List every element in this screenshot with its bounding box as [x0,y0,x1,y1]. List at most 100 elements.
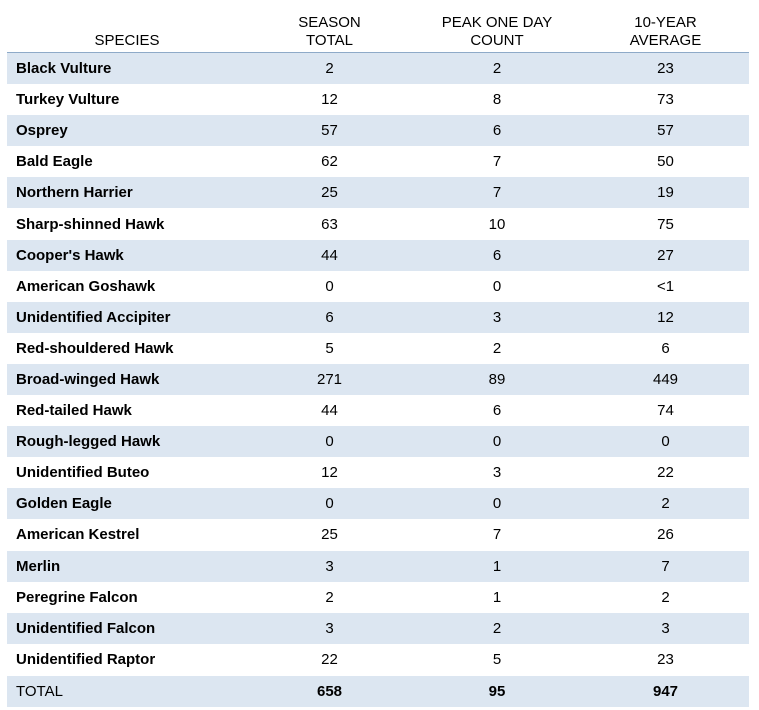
number-cell: 0 [582,426,749,458]
number-cell: 449 [582,363,749,396]
number-cell: 2 [325,588,334,606]
species-cell: Red-tailed Hawk [16,402,132,420]
table-wrap: SPECIES SEASON TOTAL PEAK ONE DAY COUNT … [7,10,749,707]
table-row: Broad-winged Hawk 271 89 449 [7,363,749,396]
species-cell: Sharp-shinned Hawk [16,215,165,233]
number-cell: 22 [657,464,674,482]
number-cell: 0 [412,488,582,520]
table-row: Unidentified Raptor 22 5 23 [7,644,749,676]
table-row: Unidentified Falcon 3 2 3 [7,612,749,644]
header-cell: PEAK ONE DAY COUNT [412,10,582,53]
number-cell: 271 [247,363,412,396]
number-cell: 25 [247,177,412,209]
number-cell: 0 [247,488,412,520]
number-cell: 3 [247,612,412,644]
number-cell: 44 [321,402,338,420]
number-cell: 44 [247,239,412,271]
header-text: SEASON TOTAL [298,14,361,49]
number-cell: 50 [657,153,674,171]
number-cell: 6 [661,339,670,357]
table-row: Bald Eagle 62 7 50 [7,146,749,177]
number-cell: 73 [657,91,674,109]
species-cell: Golden Eagle [7,488,247,520]
number-cell: 2 [412,612,582,644]
table-row: Golden Eagle 0 0 2 [7,488,749,520]
header-cell: SEASON TOTAL [247,10,412,53]
number-cell: 7 [412,177,582,209]
number-cell: 3 [247,550,412,582]
table-row: Northern Harrier 25 7 19 [7,177,749,209]
header-cell: SPECIES [7,10,247,53]
number-cell: 2 [661,588,670,606]
species-cell: Turkey Vulture [16,91,120,109]
header-text: PEAK ONE DAY COUNT [441,14,553,49]
number-cell: 2 [492,339,502,357]
number-cell: 0 [325,277,334,295]
species-cell: Bald Eagle [16,153,93,171]
species-cell: Peregrine Falcon [16,588,138,606]
species-cell: Unidentified Accipiter [7,301,247,333]
table-row: Rough-legged Hawk 0 0 0 [7,426,749,458]
number-cell: 25 [321,526,338,544]
species-cell: Unidentified Raptor [16,650,156,668]
number-cell: 12 [321,464,338,482]
number-cell: 0 [247,426,412,458]
table-row: Cooper's Hawk 44 6 27 [7,239,749,271]
number-cell: 63 [321,215,338,233]
number-cell: <1 [656,277,675,295]
number-cell: 6 [412,115,582,147]
number-cell: 6 [492,402,502,420]
number-cell: 0 [412,426,582,458]
number-cell: 27 [582,239,749,271]
header-row: SPECIES SEASON TOTAL PEAK ONE DAY COUNT … [7,10,749,53]
table-row: Sharp-shinned Hawk 63 10 75 [7,208,749,239]
number-cell: 658 [247,674,412,707]
number-cell: 7 [492,153,502,171]
table-row: Unidentified Buteo 12 3 22 [7,457,749,488]
number-cell: 5 [325,339,334,357]
table-row: Merlin 3 1 7 [7,550,749,582]
number-cell: 26 [657,526,674,544]
number-cell: 7 [492,526,502,544]
table-row: Red-tailed Hawk 44 6 74 [7,395,749,426]
number-cell: 23 [582,52,749,85]
species-cell: Cooper's Hawk [7,239,247,271]
table-body: Black Vulture 2 2 23 Turkey Vulture 12 8 73 Ospr… [7,52,749,707]
number-cell: 0 [492,277,502,295]
species-cell: Unidentified Buteo [16,464,150,482]
number-cell: 12 [321,91,338,109]
header-cell: 10-YEAR AVERAGE [582,10,749,53]
number-cell: 19 [582,177,749,209]
number-cell: 89 [412,363,582,396]
number-cell: 2 [412,52,582,85]
raptor-table: SPECIES SEASON TOTAL PEAK ONE DAY COUNT … [7,10,749,707]
table-row: American Goshawk 0 0 <1 [7,271,749,302]
number-cell: 7 [582,550,749,582]
species-cell: Osprey [7,115,247,147]
table-row: Peregrine Falcon 2 1 2 [7,582,749,613]
species-cell: Broad-winged Hawk [7,363,247,396]
number-cell: 74 [657,402,674,420]
number-cell: 1 [412,550,582,582]
number-cell: 6 [412,239,582,271]
number-cell: 2 [247,52,412,85]
number-cell: 2 [582,488,749,520]
number-cell: 8 [492,91,502,109]
species-cell: American Goshawk [16,277,156,295]
table-row: TOTAL 658 95 947 [7,674,749,707]
number-cell: 12 [582,301,749,333]
species-cell: Rough-legged Hawk [7,426,247,458]
species-cell: TOTAL [7,674,247,707]
species-cell: Red-shouldered Hawk [16,339,174,357]
table-row: Black Vulture 2 2 23 [7,52,749,85]
number-cell: 6 [247,301,412,333]
number-cell: 3 [582,612,749,644]
table-row: Red-shouldered Hawk 5 2 6 [7,333,749,364]
number-cell: 3 [412,301,582,333]
number-cell: 62 [321,153,338,171]
number-cell: 5 [492,650,502,668]
number-cell: 75 [657,215,674,233]
species-cell: Merlin [7,550,247,582]
header-text: SPECIES [94,32,160,49]
table-row: American Kestrel 25 7 26 [7,519,749,550]
